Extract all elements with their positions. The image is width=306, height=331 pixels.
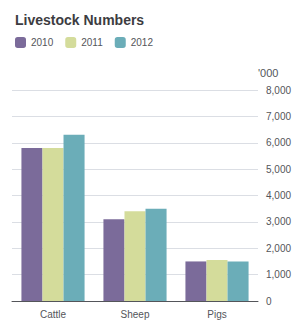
svg-text:Cattle: Cattle (40, 309, 67, 320)
svg-text:0: 0 (266, 296, 272, 307)
svg-text:1,000: 1,000 (266, 269, 291, 280)
svg-text:'000: '000 (258, 67, 278, 79)
svg-text:Livestock Numbers: Livestock Numbers (15, 12, 144, 28)
svg-text:7,000: 7,000 (266, 111, 291, 122)
svg-text:2012: 2012 (131, 37, 154, 48)
svg-text:3,000: 3,000 (266, 216, 291, 227)
svg-text:5,000: 5,000 (266, 164, 291, 175)
svg-text:2011: 2011 (81, 37, 103, 48)
svg-text:2,000: 2,000 (266, 243, 291, 254)
svg-text:Pigs: Pigs (207, 309, 226, 320)
svg-text:6,000: 6,000 (266, 137, 291, 148)
svg-text:Sheep: Sheep (121, 309, 150, 320)
svg-text:8,000: 8,000 (266, 85, 291, 96)
svg-text:4,000: 4,000 (266, 190, 291, 201)
svg-text:2010: 2010 (31, 37, 54, 48)
